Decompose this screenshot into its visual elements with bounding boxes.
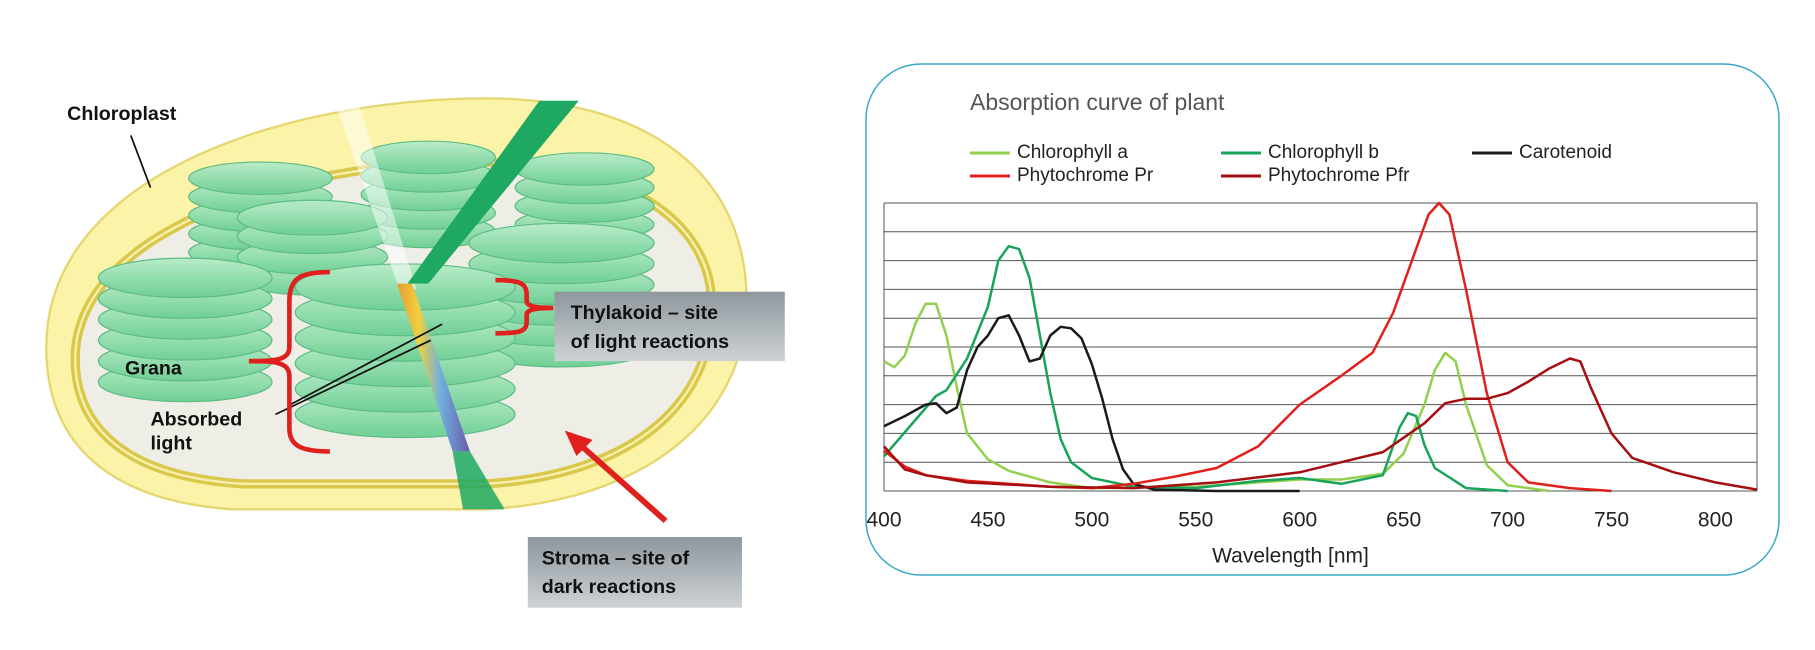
legend-label: Phytochrome Pr xyxy=(1017,165,1154,186)
thylakoid-label: Thylakoid – site xyxy=(571,302,719,324)
legend-label: Carotenoid xyxy=(1519,142,1612,163)
absorbed-spectrum xyxy=(397,283,470,452)
light-glow xyxy=(335,104,417,290)
legend-label: Phytochrome Pfr xyxy=(1268,165,1410,186)
x-tick-label: 750 xyxy=(1594,509,1629,532)
absorbed-light-label: Absorbed xyxy=(150,408,242,430)
chart-title: Absorption curve of plant xyxy=(970,89,1225,115)
x-tick-label: 800 xyxy=(1698,509,1733,532)
thylakoid-label: of light reactions xyxy=(571,331,729,353)
x-tick-label: 650 xyxy=(1386,509,1421,532)
pointer-line xyxy=(275,339,431,416)
legend-label: Chlorophyll a xyxy=(1017,142,1128,163)
x-tick-label: 500 xyxy=(1074,509,1109,532)
x-tick-label: 450 xyxy=(970,509,1005,532)
chloroplast-diagram: Chloroplast Grana Absorbed light Thylako… xyxy=(45,97,785,608)
pointer-line xyxy=(288,323,443,406)
stroma-box xyxy=(527,537,742,608)
stroma-label: dark reactions xyxy=(542,576,676,598)
light-beam xyxy=(407,100,579,284)
stroma-label: Stroma – site of xyxy=(542,547,690,569)
light-beam-out xyxy=(452,451,505,510)
series-line xyxy=(883,244,1508,493)
x-axis-label: Wavelength [nm] xyxy=(1212,545,1369,568)
legend-label: Chlorophyll b xyxy=(1268,142,1379,163)
grana-label: Grana xyxy=(125,357,183,379)
x-tick-label: 400 xyxy=(866,509,901,532)
grana-bracket xyxy=(248,269,330,454)
chloroplast-label: Chloroplast xyxy=(67,103,177,125)
chart-frame xyxy=(865,63,1780,576)
chart: 400 450 500 550 600 650 700 750 800 Wavelength [n… xyxy=(866,142,1758,568)
thylakoid-box xyxy=(554,291,785,362)
series-line xyxy=(883,314,1300,493)
series-line xyxy=(883,302,1550,493)
absorbed-light-label: light xyxy=(150,433,192,455)
series-line xyxy=(883,357,1758,491)
stroma-arrowhead xyxy=(564,430,593,457)
pointer-line xyxy=(129,135,152,188)
x-tick-label: 550 xyxy=(1178,509,1213,532)
x-tick-label: 700 xyxy=(1490,509,1525,532)
x-tick-label: 600 xyxy=(1282,509,1317,532)
stroma-arrow xyxy=(579,443,668,524)
